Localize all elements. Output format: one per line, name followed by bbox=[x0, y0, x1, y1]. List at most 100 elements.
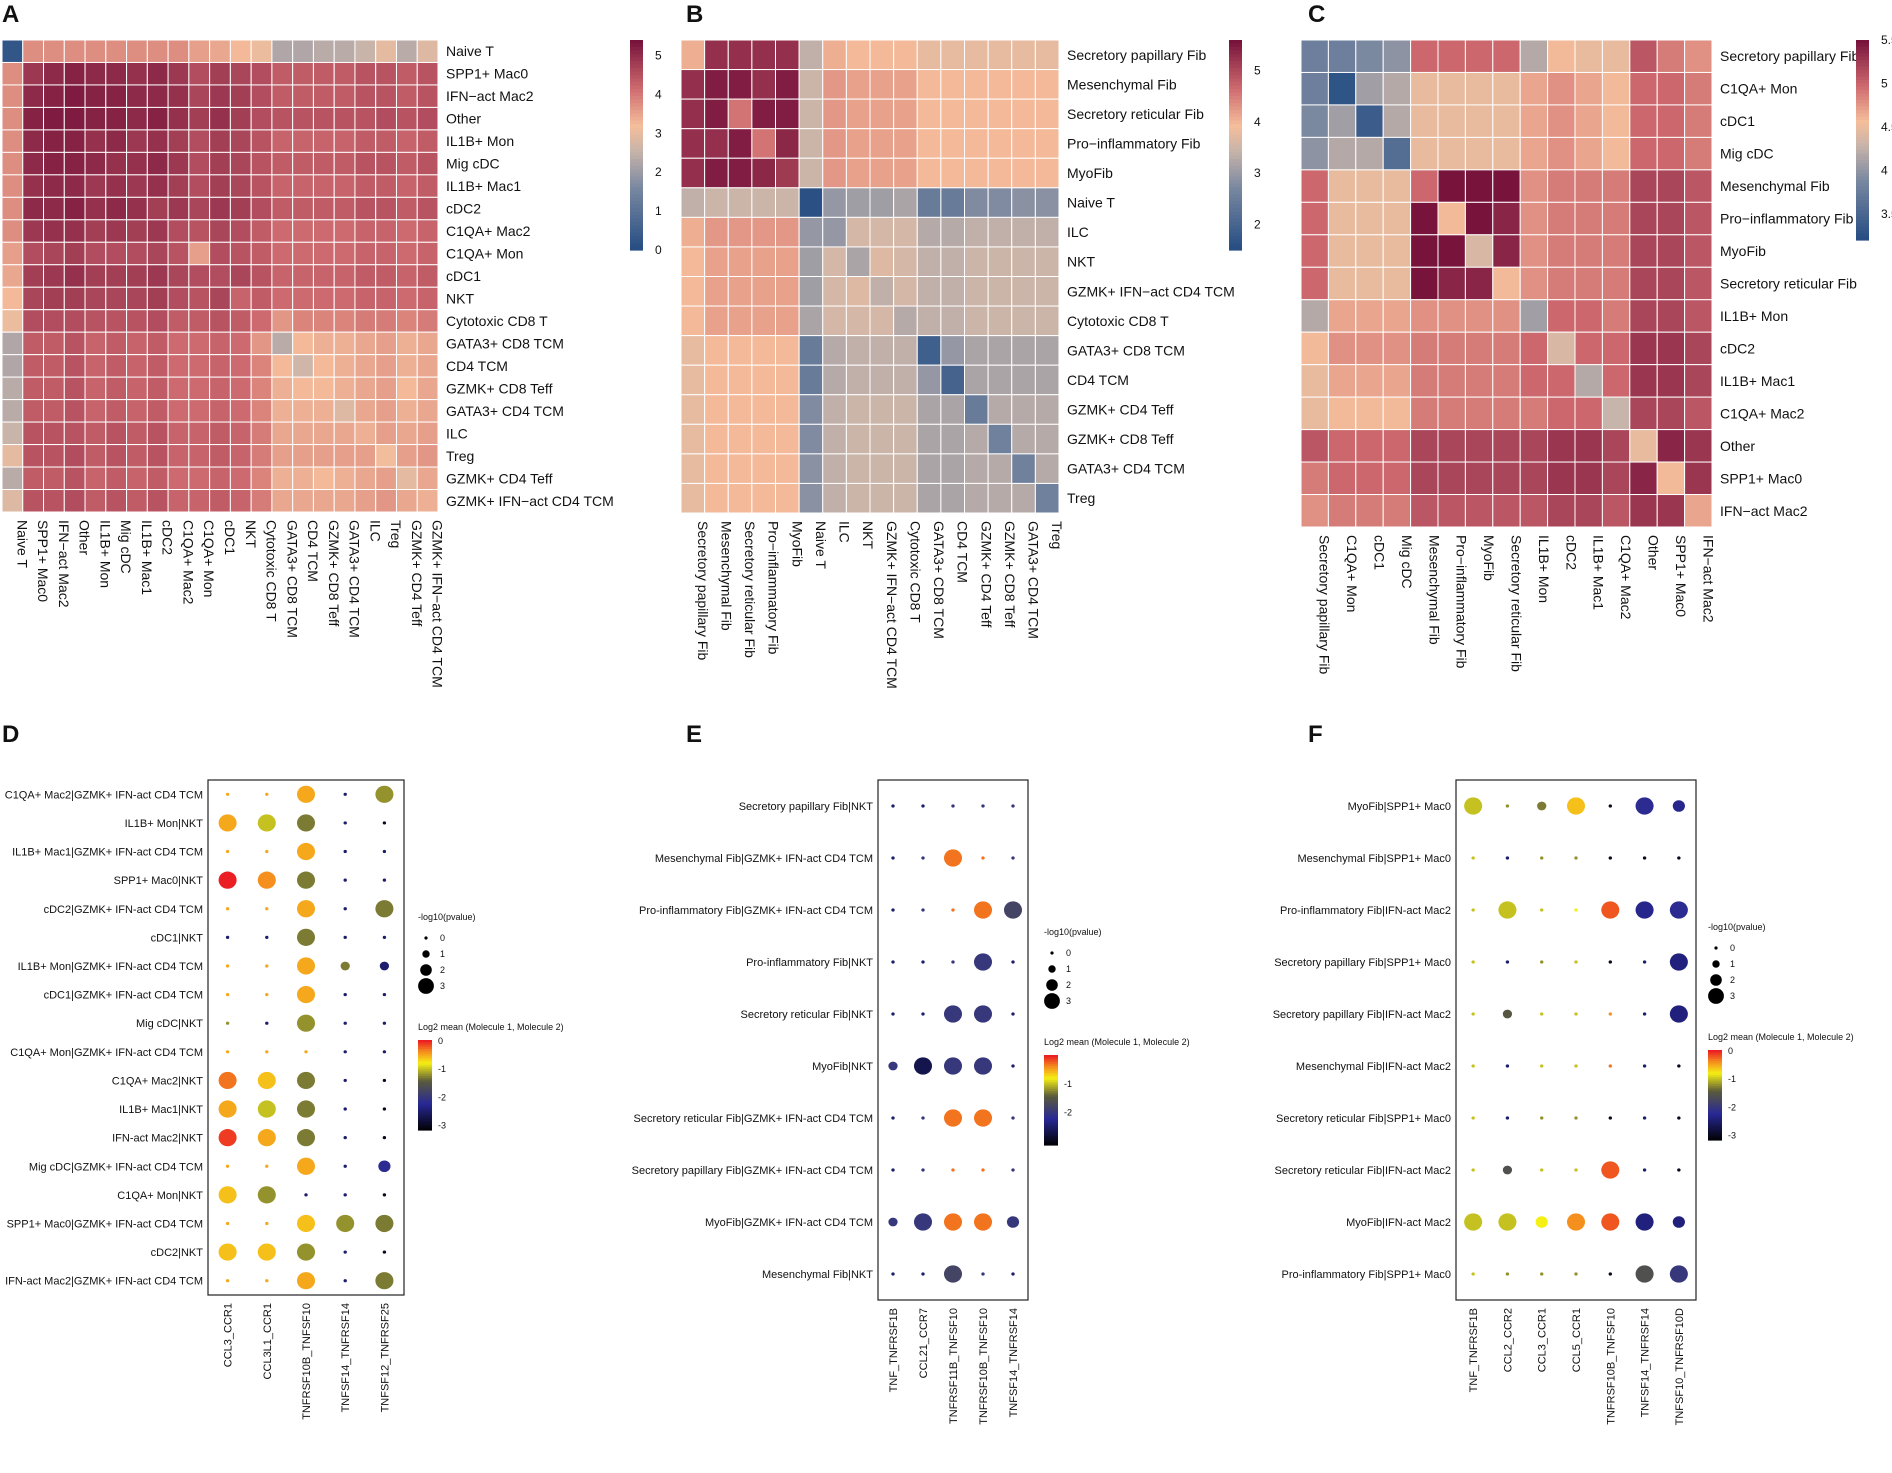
heatmap-cell bbox=[845, 423, 871, 455]
heatmap-cell bbox=[869, 423, 895, 455]
color-legend-segment bbox=[1708, 1102, 1722, 1105]
heatmap-cell bbox=[680, 335, 706, 366]
heatmap-cell bbox=[1410, 234, 1439, 268]
heatmap-cell bbox=[43, 331, 65, 356]
colorbar-segment bbox=[1229, 40, 1242, 45]
heatmap-cell bbox=[775, 216, 800, 248]
colorbar-segment bbox=[1229, 43, 1242, 48]
heatmap-cell bbox=[1464, 364, 1494, 398]
colorbar-segment bbox=[1229, 222, 1242, 227]
dot-mark bbox=[340, 961, 350, 971]
colorbar-tick-label: 4 bbox=[1254, 115, 1261, 129]
heatmap-cell bbox=[1382, 461, 1412, 496]
row-label: IL1B+ Mon|GZMK+ IFN-act CD4 TCM bbox=[18, 961, 203, 973]
row-label: C1QA+ Mon bbox=[1720, 81, 1797, 97]
heatmap-cell bbox=[292, 129, 314, 153]
colorbar-segment bbox=[1856, 193, 1869, 198]
heatmap-cell bbox=[126, 286, 148, 311]
heatmap-cell bbox=[209, 151, 231, 176]
heatmap-cell bbox=[250, 421, 273, 446]
heatmap-cell bbox=[63, 219, 86, 243]
heatmap-cell bbox=[1574, 169, 1603, 203]
dot-mark bbox=[1505, 1272, 1510, 1276]
heatmap-cell bbox=[229, 129, 252, 153]
heatmap-cell bbox=[292, 286, 314, 311]
column-label: TNFSF12_TNFRSF25 bbox=[379, 1303, 391, 1412]
dot-mark bbox=[891, 856, 895, 860]
heatmap-cell bbox=[126, 331, 148, 356]
heatmap-cell bbox=[1684, 39, 1713, 73]
heatmap-cell bbox=[292, 399, 314, 423]
size-legend-dot bbox=[422, 950, 430, 958]
heatmap-cell bbox=[987, 157, 1013, 189]
heatmap-cell bbox=[916, 187, 942, 218]
colorbar-segment bbox=[630, 131, 643, 136]
heatmap-cell bbox=[751, 246, 776, 277]
heatmap-cell bbox=[751, 69, 776, 100]
colorbar-segment bbox=[1856, 126, 1869, 131]
colorbar-tick-label: 1 bbox=[655, 204, 662, 218]
dot-mark bbox=[1608, 1116, 1612, 1120]
heatmap-cell bbox=[822, 276, 847, 307]
column-label: cDC2 bbox=[1563, 535, 1579, 570]
colorbar-segment bbox=[630, 57, 643, 62]
heatmap-cell bbox=[375, 241, 397, 266]
row-label: GZMK+ CD8 Teff bbox=[446, 380, 553, 396]
heatmap-cell bbox=[63, 129, 86, 153]
size-legend-label: 1 bbox=[440, 949, 445, 959]
heatmap-cell bbox=[126, 174, 148, 198]
size-legend-title: -log10(pvalue) bbox=[418, 912, 476, 922]
column-label: TNFRSF11B_TNFSF10 bbox=[948, 1308, 960, 1424]
dot-mark bbox=[1642, 1012, 1647, 1016]
color-legend-segment bbox=[418, 1112, 432, 1115]
heatmap-cell bbox=[751, 305, 776, 337]
color-legend-segment bbox=[1044, 1134, 1058, 1137]
heatmap-cell bbox=[987, 335, 1013, 366]
heatmap-cell bbox=[375, 489, 397, 513]
heatmap-cell bbox=[1382, 429, 1412, 463]
heatmap-cell bbox=[1601, 71, 1631, 106]
heatmap-cell bbox=[916, 216, 942, 248]
color-legend-segment bbox=[1708, 1087, 1722, 1091]
color-legend-segment bbox=[1044, 1082, 1058, 1085]
heatmap-cell bbox=[354, 466, 377, 491]
heatmap-cell bbox=[798, 98, 824, 130]
heatmap-cell bbox=[354, 196, 377, 221]
heatmap-cell bbox=[1327, 461, 1357, 496]
colorbar-segment bbox=[630, 103, 643, 108]
heatmap-cell bbox=[229, 106, 252, 131]
heatmap-cell bbox=[1519, 169, 1549, 203]
heatmap-cell bbox=[845, 246, 871, 277]
color-legend-segment bbox=[1044, 1055, 1058, 1058]
column-label: CD4 TCM bbox=[955, 521, 971, 583]
color-legend-segment bbox=[418, 1113, 432, 1117]
heatmap-cell bbox=[1300, 169, 1329, 203]
heatmap-cell bbox=[1382, 364, 1412, 398]
heatmap-cell bbox=[126, 84, 148, 108]
size-legend-label: 3 bbox=[1066, 996, 1071, 1006]
heatmap-cell bbox=[1437, 461, 1466, 496]
dot-mark bbox=[382, 1250, 387, 1254]
row-label: GATA3+ CD8 TCM bbox=[1067, 342, 1185, 358]
row-label: NKT bbox=[1067, 254, 1095, 270]
colorbar-segment bbox=[1856, 163, 1869, 168]
colorbar-segment bbox=[630, 96, 643, 101]
heatmap-cell bbox=[1, 331, 24, 356]
dot-mark bbox=[973, 953, 993, 971]
row-label: cDC1|GZMK+ IFN-act CD4 TCM bbox=[44, 990, 203, 1002]
color-legend-segment bbox=[1044, 1119, 1058, 1123]
heatmap-cell bbox=[1382, 201, 1412, 236]
dot-mark bbox=[225, 849, 230, 854]
color-legend-segment bbox=[1044, 1071, 1058, 1074]
heatmap-cell bbox=[43, 466, 65, 491]
heatmap-cell bbox=[271, 399, 294, 423]
heatmap-cell bbox=[1629, 494, 1658, 528]
heatmap-cell bbox=[375, 421, 397, 446]
color-legend-segment bbox=[418, 1121, 432, 1124]
heatmap-cell bbox=[395, 286, 418, 311]
heatmap-cell bbox=[1547, 331, 1576, 366]
heatmap-cell bbox=[1601, 169, 1631, 203]
heatmap-cell bbox=[84, 106, 107, 131]
heatmap-cell bbox=[395, 61, 418, 86]
heatmap-cell bbox=[940, 128, 965, 159]
